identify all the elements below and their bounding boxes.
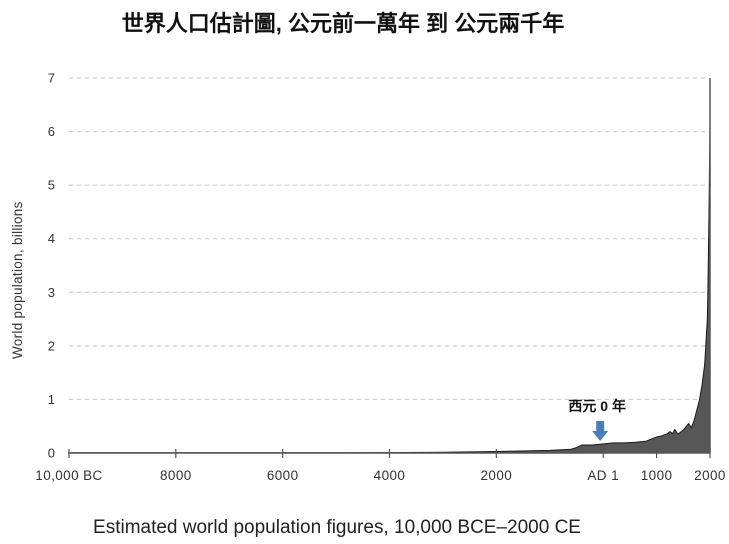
x-tick-label: 4000 [374,468,406,483]
x-tick-label: 2000 [481,468,513,483]
x-tick-label: 10,000 BC [35,468,102,483]
y-tick-label: 3 [48,285,55,300]
x-tick-label: 6000 [267,468,299,483]
x-tick-label: 1000 [641,468,673,483]
y-tick-label: 4 [48,231,55,246]
y-tick-labels: 0 1 2 3 4 5 6 7 [48,71,55,461]
chart-caption: Estimated world population figures, 10,0… [93,517,581,538]
annotation-year-zero: 西元 0 年 [568,398,626,441]
x-tick-label: 8000 [160,468,192,483]
y-tick-label: 7 [48,71,55,86]
gridlines [69,77,708,400]
chart-title: 世界人口估計圖, 公元前一萬年 到 公元兩千年 [121,11,565,36]
y-axis-label: World population, billions [10,201,25,359]
x-tick-label: AD 1 [587,468,619,483]
down-arrow-icon [592,421,609,441]
annotation-label: 西元 0 年 [568,398,626,414]
y-tick-label: 1 [48,392,55,407]
x-tick-label: 2000 [694,468,726,483]
y-tick-label: 2 [48,338,55,353]
y-tick-label: 0 [48,446,55,461]
y-tick-label: 6 [48,124,55,139]
population-area [68,125,711,454]
x-ticks: 10,000 BC 8000 6000 4000 2000 AD 1 1000 2000 [35,449,726,483]
y-tick-label: 5 [48,178,55,193]
